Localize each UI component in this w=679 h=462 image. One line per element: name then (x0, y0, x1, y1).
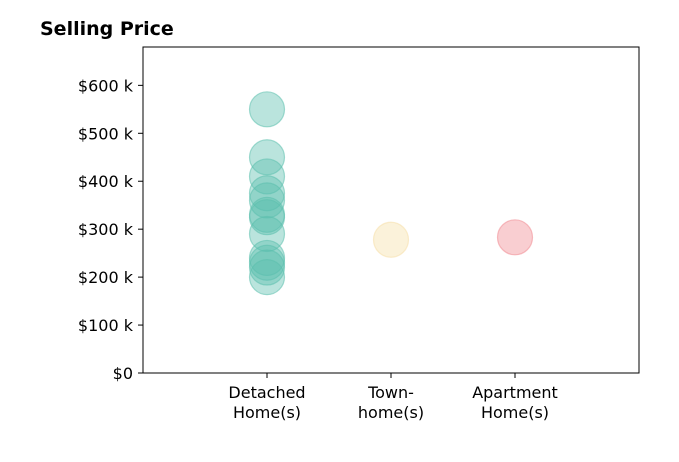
x-tick-label: Home(s) (233, 403, 301, 422)
data-point (248, 239, 286, 277)
x-tick-label: Town- (367, 383, 414, 402)
data-point (248, 259, 286, 296)
data-point (248, 244, 286, 281)
chart-title: Selling Price (40, 18, 174, 40)
data-point (372, 221, 410, 258)
y-tick-label: $300 k (78, 220, 134, 239)
y-tick-label: $200 k (78, 268, 134, 287)
y-tick-label: $500 k (78, 124, 134, 143)
x-tick-label: Home(s) (481, 403, 549, 422)
y-tick-label: $100 k (78, 316, 134, 335)
plot-frame (142, 46, 640, 374)
data-point (248, 139, 286, 176)
data-point (248, 249, 286, 286)
y-tick-label: $600 k (78, 76, 134, 95)
data-point (248, 199, 286, 236)
x-tick-label: home(s) (358, 403, 424, 422)
x-axis: DetachedHome(s)Town-home(s)ApartmentHome… (228, 373, 558, 422)
data-point (496, 219, 534, 256)
x-tick-label: Detached (228, 383, 305, 402)
y-axis: $0 $100 k $200 k $300 k $400 k $500 k $600 k (78, 76, 143, 383)
data-point (248, 182, 286, 219)
data-points (248, 91, 534, 296)
data-point (248, 91, 286, 128)
x-tick-label: Apartment (472, 383, 558, 402)
y-tick-label: $400 k (78, 172, 134, 191)
y-tick-label: $0 (113, 364, 133, 383)
